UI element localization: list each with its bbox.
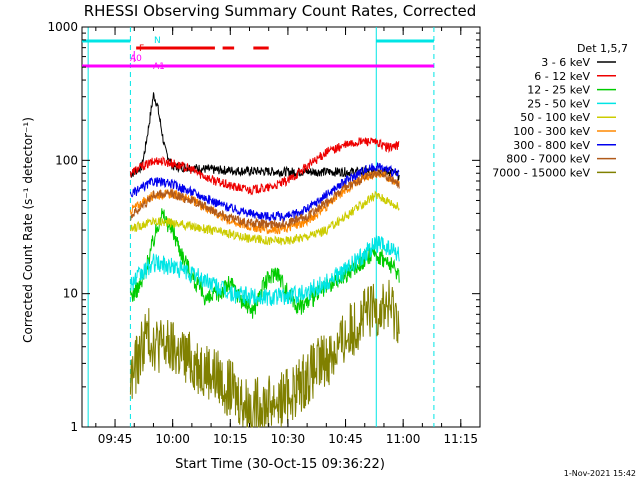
legend-label: 12 - 25 keV <box>527 84 590 97</box>
y-axis-label: Corrected Count Rate (s⁻¹ detector⁻¹) <box>21 117 35 343</box>
x-tick-label: 10:15 <box>213 432 248 446</box>
x-tick-label: 10:45 <box>328 432 363 446</box>
series-line <box>129 169 400 229</box>
y-tick-label: 10 <box>63 287 78 301</box>
series-line <box>129 190 400 246</box>
legend-label: 50 - 100 keV <box>520 111 590 124</box>
x-tick-label: 10:00 <box>155 432 190 446</box>
legend-title: Det 1,5,7 <box>577 42 628 55</box>
legend-label: 6 - 12 keV <box>534 70 590 83</box>
annotations-layer: N F A0 A1 <box>130 36 165 72</box>
annotation-a0: A0 <box>130 54 142 64</box>
legend-label: 800 - 7000 keV <box>506 153 590 166</box>
series-line <box>129 92 400 182</box>
legend-label: 7000 - 15000 keV <box>492 166 590 179</box>
chart-title: RHESSI Observing Summary Count Rates, Co… <box>84 2 477 20</box>
series-layer <box>129 92 400 428</box>
series-line <box>129 279 400 428</box>
x-tick-label: 09:45 <box>98 432 133 446</box>
y-tick-label: 100 <box>55 153 78 167</box>
annotation-n: N <box>154 36 161 46</box>
ticks-layer: 1 10 100 1000 09:45 10:00 10:15 10:30 10:45 11:00… <box>47 20 481 446</box>
y-tick-label: 1000 <box>47 20 78 34</box>
series-line <box>129 162 400 223</box>
series-line <box>129 137 400 196</box>
series-line <box>129 235 400 306</box>
legend-label: 100 - 300 keV <box>513 125 590 138</box>
legend-label: 300 - 800 keV <box>513 139 590 152</box>
x-axis-label: Start Time (30-Oct-15 09:36:22) <box>175 457 385 472</box>
footer-timestamp: 1-Nov-2021 15:42 <box>564 469 636 478</box>
legend-label: 3 - 6 keV <box>541 56 590 69</box>
x-tick-label: 10:30 <box>271 432 306 446</box>
y-tick-label: 1 <box>70 420 78 434</box>
legend-label: 25 - 50 keV <box>527 97 590 110</box>
x-tick-label: 11:00 <box>386 432 421 446</box>
annotation-a1: A1 <box>153 62 165 72</box>
annotation-f: F <box>139 44 144 54</box>
x-tick-label: 11:15 <box>443 432 478 446</box>
